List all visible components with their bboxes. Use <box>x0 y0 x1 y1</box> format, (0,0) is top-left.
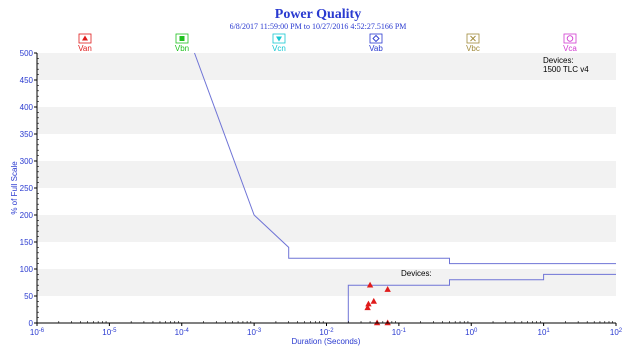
grid-bands <box>37 53 616 296</box>
legend-label: Vbc <box>466 44 480 53</box>
legend-item-vca: Vca <box>563 33 577 53</box>
x-axis-label: Duration (Seconds) <box>292 337 361 346</box>
x-tick-label: 10-6 <box>30 328 45 337</box>
y-tick-label: 150 <box>20 238 34 247</box>
limit-curve <box>341 273 616 324</box>
x-tick-label: 102 <box>610 328 623 337</box>
grid-band <box>37 215 616 242</box>
x-tick-label: 100 <box>465 328 478 337</box>
limit-curves <box>194 52 616 324</box>
annotation-devices-middle: Devices: <box>401 269 432 278</box>
grid-band <box>37 53 616 80</box>
legend-item-vbc: Vbc <box>466 33 480 53</box>
legend-label: Vca <box>563 44 577 53</box>
annotation-devices-top: Devices: <box>543 56 574 65</box>
grid-band <box>37 107 616 134</box>
y-tick-label: 350 <box>20 130 34 139</box>
legend-label: Vab <box>369 44 383 53</box>
legend-symbol-icon <box>82 35 88 41</box>
y-tick-label: 0 <box>29 319 34 328</box>
y-tick-label: 100 <box>20 265 34 274</box>
x-tick-label: 101 <box>538 328 551 337</box>
legend-label: Vbn <box>175 44 189 53</box>
legend-symbol-icon <box>566 35 574 42</box>
legend-symbol-icon <box>179 36 185 41</box>
y-axis-label: % of Full Scale <box>10 161 19 215</box>
x-tick-label: 10-4 <box>175 328 190 337</box>
data-point <box>365 300 372 307</box>
data-point <box>366 281 374 288</box>
x-tick-label: 10-2 <box>319 328 334 337</box>
y-tick-label: 50 <box>24 292 33 301</box>
legend-swatch <box>369 33 383 44</box>
x-tick-label: 10-1 <box>392 328 407 337</box>
axes: 0 50 100 150 200 250 300 350 400 450 500 10-6 10-5 10… <box>20 49 623 337</box>
annotation-devices-top: 1500 TLC v4 <box>543 65 589 74</box>
legend-symbol-icon <box>372 34 380 43</box>
x-tick-label: 10-3 <box>247 328 262 337</box>
legend-item-van: Van <box>78 33 92 53</box>
legend-item-vcn: Vcn <box>272 33 286 53</box>
y-tick-label: 300 <box>20 157 34 166</box>
legend-item-vbn: Vbn <box>175 33 189 53</box>
legend-swatch <box>563 33 577 44</box>
y-tick-label: 450 <box>20 76 34 85</box>
legend-symbol-icon <box>276 36 282 42</box>
x-tick-label: 10-5 <box>102 328 117 337</box>
y-tick-label: 500 <box>20 49 34 58</box>
legend: Van Vbn Vcn Vab Vbc Vca <box>78 33 577 53</box>
data-point <box>384 286 391 292</box>
y-tick-label: 250 <box>20 184 34 193</box>
legend-symbol-icon <box>470 35 476 42</box>
y-tick-label: 200 <box>20 211 34 220</box>
legend-item-vab: Vab <box>369 33 383 53</box>
legend-label: Vcn <box>272 44 286 53</box>
limit-curve <box>194 52 616 265</box>
grid-band <box>37 161 616 188</box>
legend-label: Van <box>78 44 92 53</box>
grid-band <box>37 269 616 296</box>
chart-title: Power Quality <box>275 7 361 22</box>
data-point <box>364 304 371 311</box>
y-tick-label: 400 <box>20 103 34 112</box>
chart-subtitle: 6/8/2017 11:59:00 PM to 10/27/2016 4:52:… <box>230 22 407 31</box>
data-point <box>370 297 377 304</box>
